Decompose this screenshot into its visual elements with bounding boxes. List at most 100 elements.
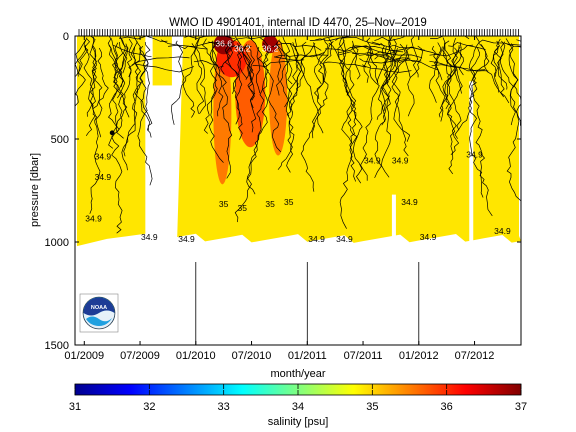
contour-label: 34.9: [466, 150, 483, 160]
contour-label: 35: [219, 199, 229, 209]
contour-line: [275, 39, 283, 96]
contour-line: [395, 58, 439, 71]
contour-label: 34.9: [401, 197, 418, 207]
contour-line: [454, 47, 480, 139]
y-tick-label: 500: [51, 134, 69, 146]
contour-line: [448, 42, 486, 51]
contour-line: [252, 59, 305, 67]
contour-label: 36.2: [234, 43, 251, 53]
contour-line: [247, 47, 255, 101]
contour-label: 34.9: [308, 234, 325, 244]
contour-line: [193, 60, 224, 68]
chart-title: WMO ID 4901401, internal ID 4470, 25–Nov…: [169, 17, 427, 29]
contour-line: [359, 57, 411, 64]
salinity-band-2009b: [152, 36, 172, 86]
colorbar-tick-label: 31: [69, 401, 81, 413]
contour-line: [338, 45, 388, 54]
contour-line: [194, 38, 205, 114]
contour-line: [328, 42, 363, 229]
contour-label: 34.9: [420, 232, 437, 242]
contour-line: [212, 40, 224, 117]
contour-lines: [75, 36, 521, 234]
contour-line: [444, 40, 452, 110]
contour-line: [119, 36, 168, 43]
contour-line: [133, 36, 153, 131]
contour-line: [390, 46, 442, 56]
x-tick-label: 07/2011: [344, 350, 383, 362]
contour-line: [235, 36, 248, 79]
contour-line: [517, 45, 521, 48]
contour-line: [374, 36, 405, 42]
contour-line: [323, 61, 367, 68]
contour-labels: 34.9 34.9 34.9 34.9 34.9 35 35 35 35 34.9 34.9 34.9…: [85, 38, 511, 244]
contour-line: [123, 38, 133, 118]
contour-line: [112, 43, 128, 139]
contour-line: [439, 42, 452, 122]
contour-label: 34.9: [85, 213, 102, 223]
contour-line: [371, 41, 425, 51]
contour-label: 35: [238, 203, 248, 213]
colorbar-label: salinity [psu]: [268, 416, 329, 428]
contour-line: [208, 41, 252, 48]
contour-line: [275, 51, 325, 58]
contour-label: 34.9: [336, 234, 353, 244]
x-axis: 01/2009 07/2009 01/2010 07/2010 01/2011 07/20…: [64, 36, 494, 362]
contour-line: [175, 40, 196, 118]
contour-line: [442, 37, 460, 156]
contour-line: [497, 41, 508, 90]
contour-line: [276, 44, 293, 85]
noaa-logo: NOAA: [79, 293, 119, 333]
contour-line: [316, 37, 333, 100]
contour-line: [75, 38, 90, 77]
y-tick-label: 1500: [45, 340, 69, 352]
contour-label: 36.6: [215, 38, 232, 48]
contour-line: [309, 36, 355, 41]
contour-line: [352, 52, 401, 61]
contour-line: [500, 40, 516, 126]
contour-line: [516, 39, 521, 42]
contour-line: [83, 45, 96, 136]
contour-line: [246, 36, 269, 195]
contour-line: [171, 43, 196, 125]
contour-line: [431, 64, 489, 72]
contour-line: [458, 41, 464, 76]
contour-line: [286, 42, 302, 173]
contour-line: [363, 47, 371, 83]
profile-ticks: [78, 29, 519, 36]
contour-line: [255, 46, 261, 94]
contour-line: [339, 37, 357, 182]
contour-line: [374, 47, 398, 179]
contour-line: [123, 47, 139, 157]
contour-line: [233, 44, 243, 140]
noaa-logo-text: NOAA: [91, 305, 107, 311]
contour-label: 34.9: [392, 156, 409, 166]
contour-line: [311, 40, 334, 139]
x-tick-label: 01/2011: [288, 350, 327, 362]
contour-line: [381, 37, 392, 112]
x-tick-label: 07/2009: [120, 350, 160, 362]
contour-line: [295, 43, 316, 90]
contour-label: 35: [284, 197, 294, 207]
contour-line: [107, 37, 117, 79]
contour-line: [506, 43, 521, 202]
contour-line: [313, 42, 329, 134]
contour-line: [480, 44, 510, 104]
contour-line: [391, 44, 411, 142]
contour-line: [490, 40, 500, 77]
contour-line: [262, 42, 282, 153]
colorbar-tick-label: 37: [515, 401, 527, 413]
contour-line: [477, 39, 521, 46]
contour-line: [407, 45, 423, 117]
contour-line: [391, 43, 409, 157]
y-tick-label: 1000: [45, 237, 69, 249]
contour-line: [224, 45, 240, 125]
contour-label: 34.9: [494, 226, 511, 236]
contour-line: [139, 45, 152, 138]
contour-line: [469, 43, 493, 217]
contour-line: [345, 40, 363, 184]
profile-tick-marks: [78, 29, 519, 36]
data-gap: [469, 81, 474, 242]
contour-line: [339, 51, 398, 56]
contour-line: [112, 44, 152, 57]
